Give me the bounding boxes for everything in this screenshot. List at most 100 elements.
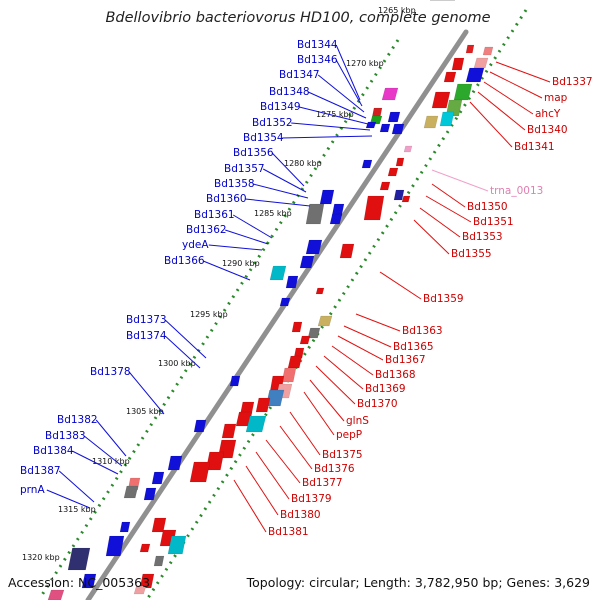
- gene-feature: [482, 46, 494, 56]
- gene-label-left: Bd1382: [57, 414, 98, 426]
- gene-feature: [317, 315, 333, 327]
- gene-feature: [307, 327, 321, 339]
- leader-line: [253, 183, 309, 199]
- kbp-tick-label: 1270 kbp: [346, 59, 384, 68]
- leader-line: [379, 271, 422, 300]
- gene-label-right: Bd1369: [365, 383, 406, 395]
- gene-feature: [473, 57, 489, 69]
- gene-feature: [431, 91, 451, 109]
- leader-line: [413, 219, 450, 255]
- kbp-tick-label: 1275 kbp: [316, 110, 354, 119]
- gene-feature: [305, 239, 323, 255]
- gene-feature: [315, 287, 325, 295]
- leader-line: [203, 260, 251, 281]
- gene-feature: [67, 547, 91, 571]
- leader-line: [419, 207, 461, 238]
- leader-line: [232, 214, 273, 239]
- gene-feature: [279, 297, 291, 307]
- gene-label-right: Bd1376: [314, 463, 355, 475]
- leader-line: [307, 91, 367, 119]
- gene-label-right: Bd1370: [357, 398, 398, 410]
- gene-feature: [423, 115, 439, 129]
- gene-feature: [193, 419, 207, 433]
- kbp-tick-label: 1280 kbp: [284, 159, 322, 168]
- gene-label-left: Bd1360: [206, 193, 247, 205]
- gene-label-left: Bd1356: [233, 147, 274, 159]
- leader-line: [71, 450, 119, 475]
- leader-line: [128, 371, 165, 415]
- leader-line: [255, 451, 290, 500]
- gene-label-right: Bd1351: [473, 216, 514, 228]
- gene-feature: [329, 213, 343, 225]
- gene-feature: [319, 189, 335, 205]
- leader-line: [431, 183, 466, 208]
- gene-label-left: prnA: [20, 484, 45, 496]
- gene-feature: [395, 157, 405, 167]
- gene-label-right: Bd1341: [514, 141, 555, 153]
- gene-label-right: Bd1379: [291, 493, 332, 505]
- gene-feature: [387, 167, 399, 177]
- gene-label-left: Bd1357: [224, 163, 265, 175]
- leader-line: [279, 425, 313, 470]
- gene-feature: [153, 555, 165, 567]
- gene-feature: [465, 44, 475, 54]
- gene-label-left: Bd1362: [186, 224, 227, 236]
- gene-feature: [299, 255, 315, 269]
- gene-feature: [139, 543, 151, 553]
- leader-line: [331, 345, 374, 376]
- gene-feature: [439, 111, 455, 127]
- gene-feature: [291, 321, 303, 333]
- gene-feature: [189, 461, 211, 483]
- gene-label-right: Bd1375: [322, 449, 363, 461]
- gene-feature: [293, 347, 305, 359]
- gene-feature: [81, 573, 97, 589]
- gene-label-left: Bd1384: [33, 445, 74, 457]
- gene-feature: [365, 121, 377, 129]
- leader-line: [265, 439, 301, 484]
- gene-label-right: Bd1381: [268, 526, 309, 538]
- leader-line: [208, 244, 263, 251]
- gene-feature: [379, 181, 391, 191]
- kbp-tick-label: 1305 kbp: [126, 407, 164, 416]
- gene-feature: [221, 423, 237, 439]
- gene-label-right: Bd1350: [467, 201, 508, 213]
- gene-label-right: Bd1340: [527, 124, 568, 136]
- gene-label-left: Bd1378: [90, 366, 131, 378]
- leader-line: [289, 411, 321, 456]
- gene-feature: [381, 87, 399, 101]
- gene-label-right: Bd1363: [402, 325, 443, 337]
- gene-feature: [393, 189, 405, 201]
- gene-label-right: map: [544, 92, 568, 104]
- kbp-tick-label: 1315 kbp: [58, 505, 96, 514]
- kbp-tick-label: 1310 kbp: [92, 457, 130, 466]
- leader-line: [323, 355, 364, 390]
- kbp-tick-label: 1320 kbp: [22, 553, 60, 562]
- inner-tick-track: [38, 39, 400, 599]
- leader-line: [225, 229, 269, 245]
- gene-feature: [255, 397, 271, 413]
- gene-feature: [379, 123, 391, 133]
- leader-line: [315, 365, 356, 405]
- gene-feature: [361, 159, 373, 169]
- gene-label-right: Bd1359: [423, 293, 464, 305]
- gene-label-left: ydeA: [182, 239, 209, 251]
- gene-label-left: Bd1358: [214, 178, 255, 190]
- gene-feature: [453, 83, 473, 101]
- gene-label-right: Bd1367: [385, 354, 426, 366]
- leader-line: [299, 106, 369, 125]
- leader-line: [245, 198, 311, 207]
- gene-feature: [387, 111, 401, 123]
- gene-label-left: Bd1354: [243, 132, 284, 144]
- gene-feature: [391, 123, 405, 135]
- gene-label-left: Bd1346: [297, 54, 338, 66]
- gene-label-left: Bd1347: [279, 69, 320, 81]
- gene-label-right: Bd1365: [393, 341, 434, 353]
- kbp-tick-label: 1265 kbp: [378, 6, 416, 15]
- gene-label-right: Bd1337: [552, 76, 593, 88]
- gene-feature: [123, 485, 139, 499]
- leader-line: [303, 391, 335, 436]
- gene-feature: [229, 375, 241, 387]
- accession-text: Accession: NC_005363: [8, 575, 151, 590]
- leader-line: [282, 135, 373, 139]
- leader-line: [164, 319, 207, 359]
